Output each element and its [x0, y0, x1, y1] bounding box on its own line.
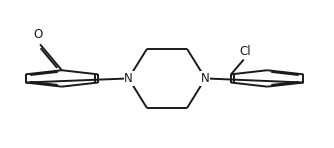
Text: Cl: Cl: [239, 45, 251, 58]
Text: O: O: [34, 28, 43, 41]
Text: N: N: [201, 72, 210, 85]
Text: N: N: [124, 72, 133, 85]
